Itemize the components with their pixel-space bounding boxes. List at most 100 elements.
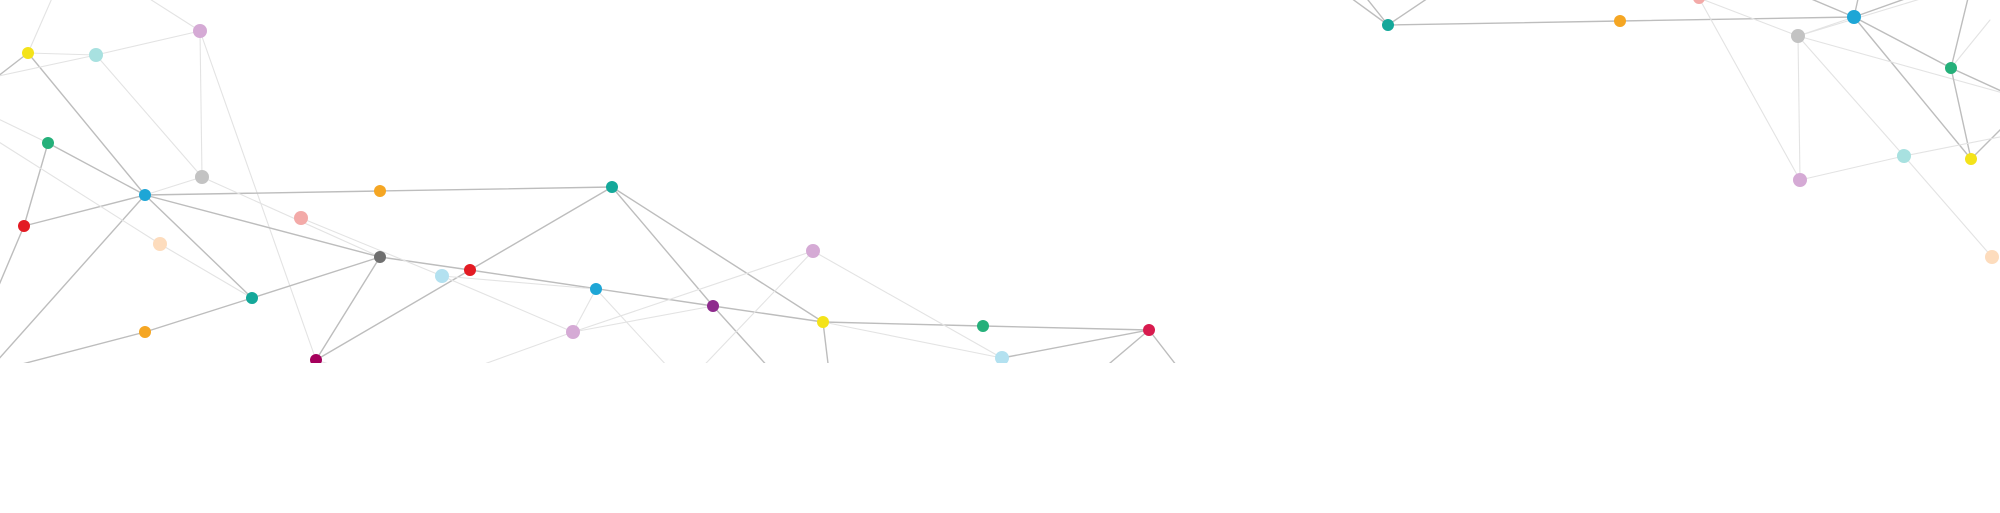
network-edge	[300, 217, 443, 277]
network-edge	[1853, 0, 1904, 18]
left-network	[0, 0, 1176, 363]
network-edge	[1352, 0, 1389, 26]
network-edge	[705, 250, 814, 363]
network-edge	[1699, 0, 1801, 181]
network-edge	[1950, 67, 2000, 92]
network-edge	[1797, 35, 1905, 157]
network-edge	[379, 256, 471, 271]
network-edge	[1853, 16, 1972, 160]
network-edge	[379, 186, 613, 192]
network-edge	[1797, 0, 1919, 37]
network-edge	[0, 225, 25, 285]
network-edge	[144, 176, 203, 196]
network-node	[374, 185, 386, 197]
network-edge	[982, 325, 1150, 331]
network-node	[817, 316, 829, 328]
network-edge	[1950, 19, 1991, 69]
network-edge	[485, 331, 574, 363]
right-network-edges	[1352, 0, 2000, 258]
network-edge	[822, 321, 1003, 359]
network-node	[89, 48, 103, 62]
network-edge	[27, 0, 52, 54]
network-edge	[812, 250, 1003, 359]
network-node	[294, 211, 308, 225]
network-edge	[0, 52, 29, 76]
network-edge	[1853, 16, 1952, 69]
network-node	[806, 244, 820, 258]
network-node	[1847, 10, 1861, 24]
network-edge	[822, 321, 829, 363]
network-edge	[1387, 0, 1427, 26]
network-edge	[1702, 0, 1799, 37]
network-edge	[315, 269, 471, 361]
network-edge	[199, 30, 317, 361]
network-edge	[1811, 0, 1855, 18]
network-edge	[1148, 329, 1176, 363]
network-node	[977, 320, 989, 332]
network-node	[707, 300, 719, 312]
network-node	[18, 220, 30, 232]
network-edge	[27, 52, 146, 196]
left-network-edges	[0, 0, 1176, 363]
network-edge	[1950, 0, 1969, 69]
network-node	[464, 264, 476, 276]
network-edge	[572, 250, 814, 333]
network-edge	[23, 142, 49, 227]
network-node	[1791, 29, 1805, 43]
network-node	[22, 47, 34, 59]
network-edge	[150, 0, 201, 32]
network-edge	[144, 194, 381, 258]
network-node	[153, 237, 167, 251]
network-edge	[822, 321, 984, 327]
network-node	[995, 351, 1009, 363]
network-edge	[144, 297, 253, 333]
network-edge	[1367, 0, 1389, 26]
network-edge	[572, 305, 714, 333]
network-node	[1614, 15, 1626, 27]
network-edge	[23, 194, 146, 227]
network-edge	[441, 275, 597, 290]
network-node	[1965, 153, 1977, 165]
network-node	[310, 354, 322, 363]
network-edge	[712, 305, 824, 323]
network-node	[606, 181, 618, 193]
network-edge	[95, 30, 201, 56]
network-node	[590, 283, 602, 295]
network-edge	[144, 194, 253, 299]
network-node	[195, 170, 209, 184]
network-edge	[0, 194, 146, 359]
right-network	[1352, 0, 2000, 264]
network-edge	[199, 30, 203, 178]
network-node	[246, 292, 258, 304]
network-edge	[1619, 16, 1855, 22]
network-node	[374, 251, 386, 263]
network-edge	[611, 186, 824, 323]
network-edge	[23, 331, 146, 363]
network-edge	[1797, 35, 1801, 181]
network-node	[1985, 250, 1999, 264]
network-node	[1897, 149, 1911, 163]
network-edge	[251, 256, 381, 299]
network-edge	[315, 359, 328, 363]
network-node	[193, 24, 207, 38]
right-network-nodes	[1382, 0, 1999, 264]
network-edge	[1970, 129, 2000, 160]
network-edge	[1387, 20, 1621, 26]
left-network-nodes	[18, 24, 1155, 363]
network-edge	[144, 190, 381, 196]
network-node	[566, 325, 580, 339]
network-edge	[27, 52, 97, 56]
network-edge	[469, 186, 613, 271]
network-edge	[159, 243, 253, 299]
network-node	[42, 137, 54, 149]
network-edge	[1108, 329, 1150, 363]
network-edge	[441, 275, 574, 333]
network-edge	[611, 186, 714, 307]
network-edge	[0, 119, 49, 144]
network-edge	[1797, 35, 2000, 93]
network-node	[139, 326, 151, 338]
network-edge	[0, 142, 161, 245]
network-edge	[315, 256, 381, 361]
network-edge	[1001, 329, 1150, 359]
